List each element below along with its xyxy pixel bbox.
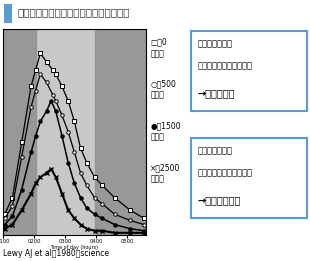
Text: →目覚めを誘引: →目覚めを誘引: [198, 196, 241, 206]
Text: □：0
ルクス: □：0 ルクス: [150, 38, 167, 58]
Text: ●：1500
ルクス: ●：1500 ルクス: [150, 121, 181, 141]
Text: 照度が高いほど: 照度が高いほど: [198, 146, 232, 155]
Text: ×：2500
ルクス: ×：2500 ルクス: [150, 163, 181, 183]
Text: →眠りを誘引: →眠りを誘引: [198, 89, 235, 99]
Text: メラトニン抑制が小さい: メラトニン抑制が小さい: [198, 62, 253, 70]
Text: Lewy AJ et al（1980）science: Lewy AJ et al（1980）science: [3, 250, 109, 258]
Text: 照度が低いほど: 照度が低いほど: [198, 39, 232, 48]
Text: メラトニン抑制が大きい: メラトニン抑制が大きい: [198, 169, 253, 177]
Text: 夜間光の照度とメラトニン分泌量の関係: 夜間光の照度とメラトニン分泌量の関係: [17, 7, 130, 17]
Text: ○：500
ルクス: ○：500 ルクス: [150, 80, 176, 100]
X-axis label: Time of day (hours): Time of day (hours): [51, 245, 98, 251]
Bar: [4, 4, 12, 23]
Bar: [95, 29, 146, 235]
Bar: [3, 29, 36, 235]
